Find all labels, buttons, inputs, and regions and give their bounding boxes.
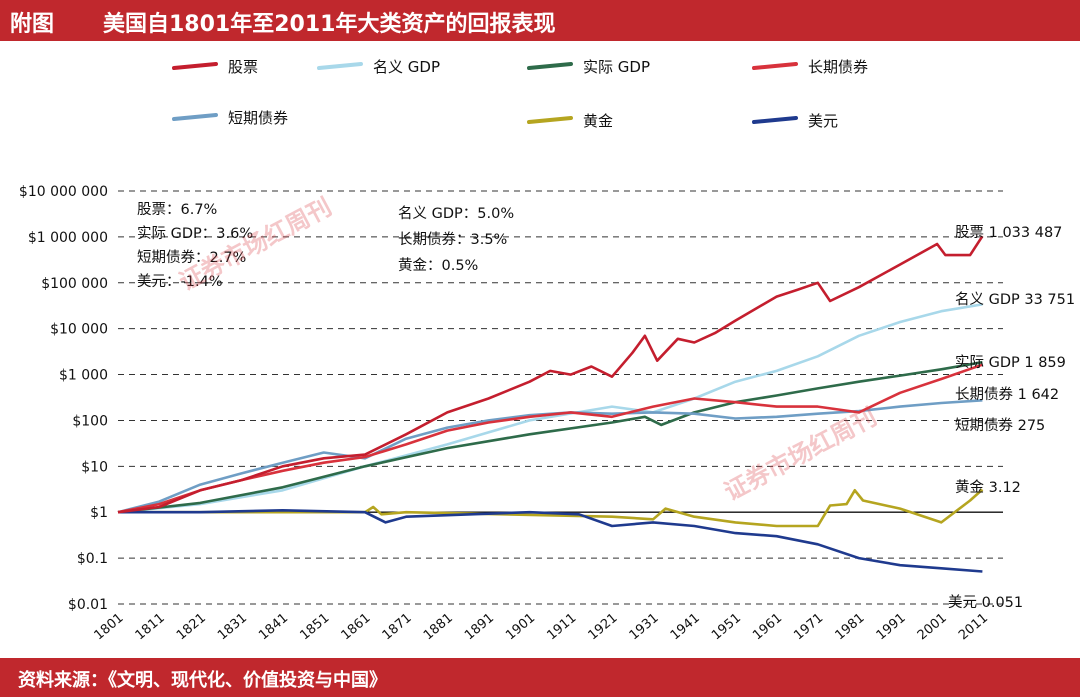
x-tick-label: 1911 <box>544 611 579 644</box>
x-tick-label: 1981 <box>833 611 868 644</box>
y-tick-label: $10 <box>81 459 108 475</box>
series-lines <box>117 235 984 573</box>
series-line-1 <box>117 303 983 514</box>
x-tick-label: 2001 <box>915 611 950 644</box>
header-bar: 附图 美国自1801年至2011年大类资产的回报表现 <box>0 0 1080 41</box>
x-tick-label: 1811 <box>133 611 168 644</box>
y-tick-label: $1 000 000 <box>28 230 108 246</box>
cagr-annotation: 短期债券：2.7% <box>137 249 246 266</box>
y-tick-label: $1 000 <box>59 368 108 384</box>
series-end-label: 股票 1 033 487 <box>955 225 1062 241</box>
legend-label: 名义 GDP <box>373 58 440 76</box>
series-line-3 <box>117 363 983 514</box>
x-tick-label: 1921 <box>586 611 621 644</box>
legend-swatch <box>172 113 218 121</box>
legend-label: 黄金 <box>583 112 613 130</box>
legend-swatch <box>172 62 218 70</box>
legend-label: 实际 GDP <box>583 58 650 76</box>
x-tick-label: 1831 <box>215 611 250 644</box>
source-note: 资料来源：《文明、现代化、价值投资与中国》 <box>18 670 387 691</box>
y-tick-label: $10 000 <box>50 322 108 338</box>
x-tick-label: 1821 <box>174 611 209 644</box>
series-line-0 <box>117 235 984 514</box>
annotations: 股票：6.7% 实际 GDP：3.6% 短期债券：2.7% 美元：-1.4% 名义 GD… <box>137 202 514 290</box>
legend-label: 长期债券 <box>808 58 868 76</box>
legend-label: 短期债券 <box>228 109 288 127</box>
x-tick-label: 1971 <box>791 611 826 644</box>
cagr-annotation: 黄金：0.5% <box>398 257 478 274</box>
legend-label: 美元 <box>808 112 838 130</box>
x-tick-label: 1991 <box>874 611 909 644</box>
x-tick-label: 1801 <box>92 611 127 644</box>
legend-swatch <box>317 62 363 70</box>
x-tick-label: 1901 <box>503 611 538 644</box>
x-tick-label: 1841 <box>256 611 291 644</box>
legend-swatch <box>527 62 573 70</box>
x-tick-label: 1881 <box>421 611 456 644</box>
series-end-label: 实际 GDP 1 859 <box>955 354 1066 371</box>
y-tick-label: $0.01 <box>68 597 108 613</box>
series-line-6 <box>118 508 983 573</box>
y-tick-label: $100 000 <box>41 276 108 292</box>
x-tick-label: 1871 <box>380 611 415 644</box>
cagr-annotation: 股票：6.7% <box>137 202 217 218</box>
header-prefix: 附图 <box>10 12 55 37</box>
series-end-label: 黄金 3.12 <box>955 479 1021 496</box>
chart: $10 000 000 $1 000 000 $100 000 $10 000 $1 0… <box>19 58 1075 644</box>
cagr-annotation: 美元：-1.4% <box>137 273 223 290</box>
series-end-label: 短期债券 275 <box>955 417 1045 434</box>
cagr-annotation: 名义 GDP：5.0% <box>398 205 514 222</box>
x-tick-label: 1941 <box>668 611 703 644</box>
x-tick-label: 1961 <box>750 611 785 644</box>
page-title: 美国自1801年至2011年大类资产的回报表现 <box>103 12 556 37</box>
legend-swatch <box>752 116 798 124</box>
series-line-2 <box>117 360 983 514</box>
x-tick-label: 1861 <box>339 611 374 644</box>
legend-swatch <box>752 62 798 70</box>
cagr-annotation: 实际 GDP：3.6% <box>137 225 253 242</box>
legend-swatch <box>527 116 573 124</box>
end-labels: 股票 1 033 487 名义 GDP 33 751 实际 GDP 1 859 长期债… <box>948 225 1075 611</box>
x-axis-labels: 1801 1811 1821 1831 1841 1851 1861 1871 1881 1891… <box>92 611 991 644</box>
x-tick-label: 2011 <box>956 611 991 644</box>
x-tick-label: 1891 <box>462 611 497 644</box>
y-tick-label: $100 <box>72 413 108 429</box>
series-end-label: 美元 0.051 <box>948 594 1023 611</box>
x-tick-label: 1931 <box>627 611 662 644</box>
y-tick-label: $0.1 <box>77 551 108 567</box>
series-line-5 <box>118 488 984 528</box>
legend-label: 股票 <box>228 58 258 76</box>
y-axis-labels: $10 000 000 $1 000 000 $100 000 $10 000 $1 0… <box>19 184 108 613</box>
cagr-annotation: 长期债券：3.5% <box>398 231 507 248</box>
x-tick-label: 1851 <box>297 611 332 644</box>
footer-bar: 资料来源：《文明、现代化、价值投资与中国》 <box>0 658 1080 697</box>
y-tick-label: $1 <box>90 505 108 521</box>
x-tick-label: 1951 <box>709 611 744 644</box>
y-tick-label: $10 000 000 <box>19 184 108 200</box>
series-end-label: 名义 GDP 33 751 <box>955 291 1075 308</box>
series-end-label: 长期债券 1 642 <box>955 386 1059 403</box>
